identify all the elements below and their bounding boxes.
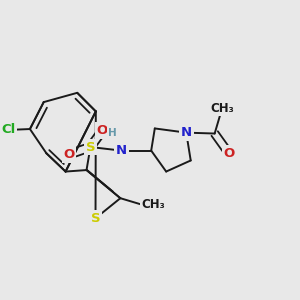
Text: O: O [97,124,108,137]
Text: CH₃: CH₃ [141,198,165,211]
Text: O: O [63,148,74,161]
Text: CH₃: CH₃ [210,102,234,115]
Text: S: S [91,212,100,225]
Text: H: H [109,128,117,138]
Text: Cl: Cl [1,123,15,136]
Text: S: S [85,140,95,154]
Text: N: N [181,126,192,139]
Text: O: O [224,147,235,160]
Text: N: N [116,144,127,157]
